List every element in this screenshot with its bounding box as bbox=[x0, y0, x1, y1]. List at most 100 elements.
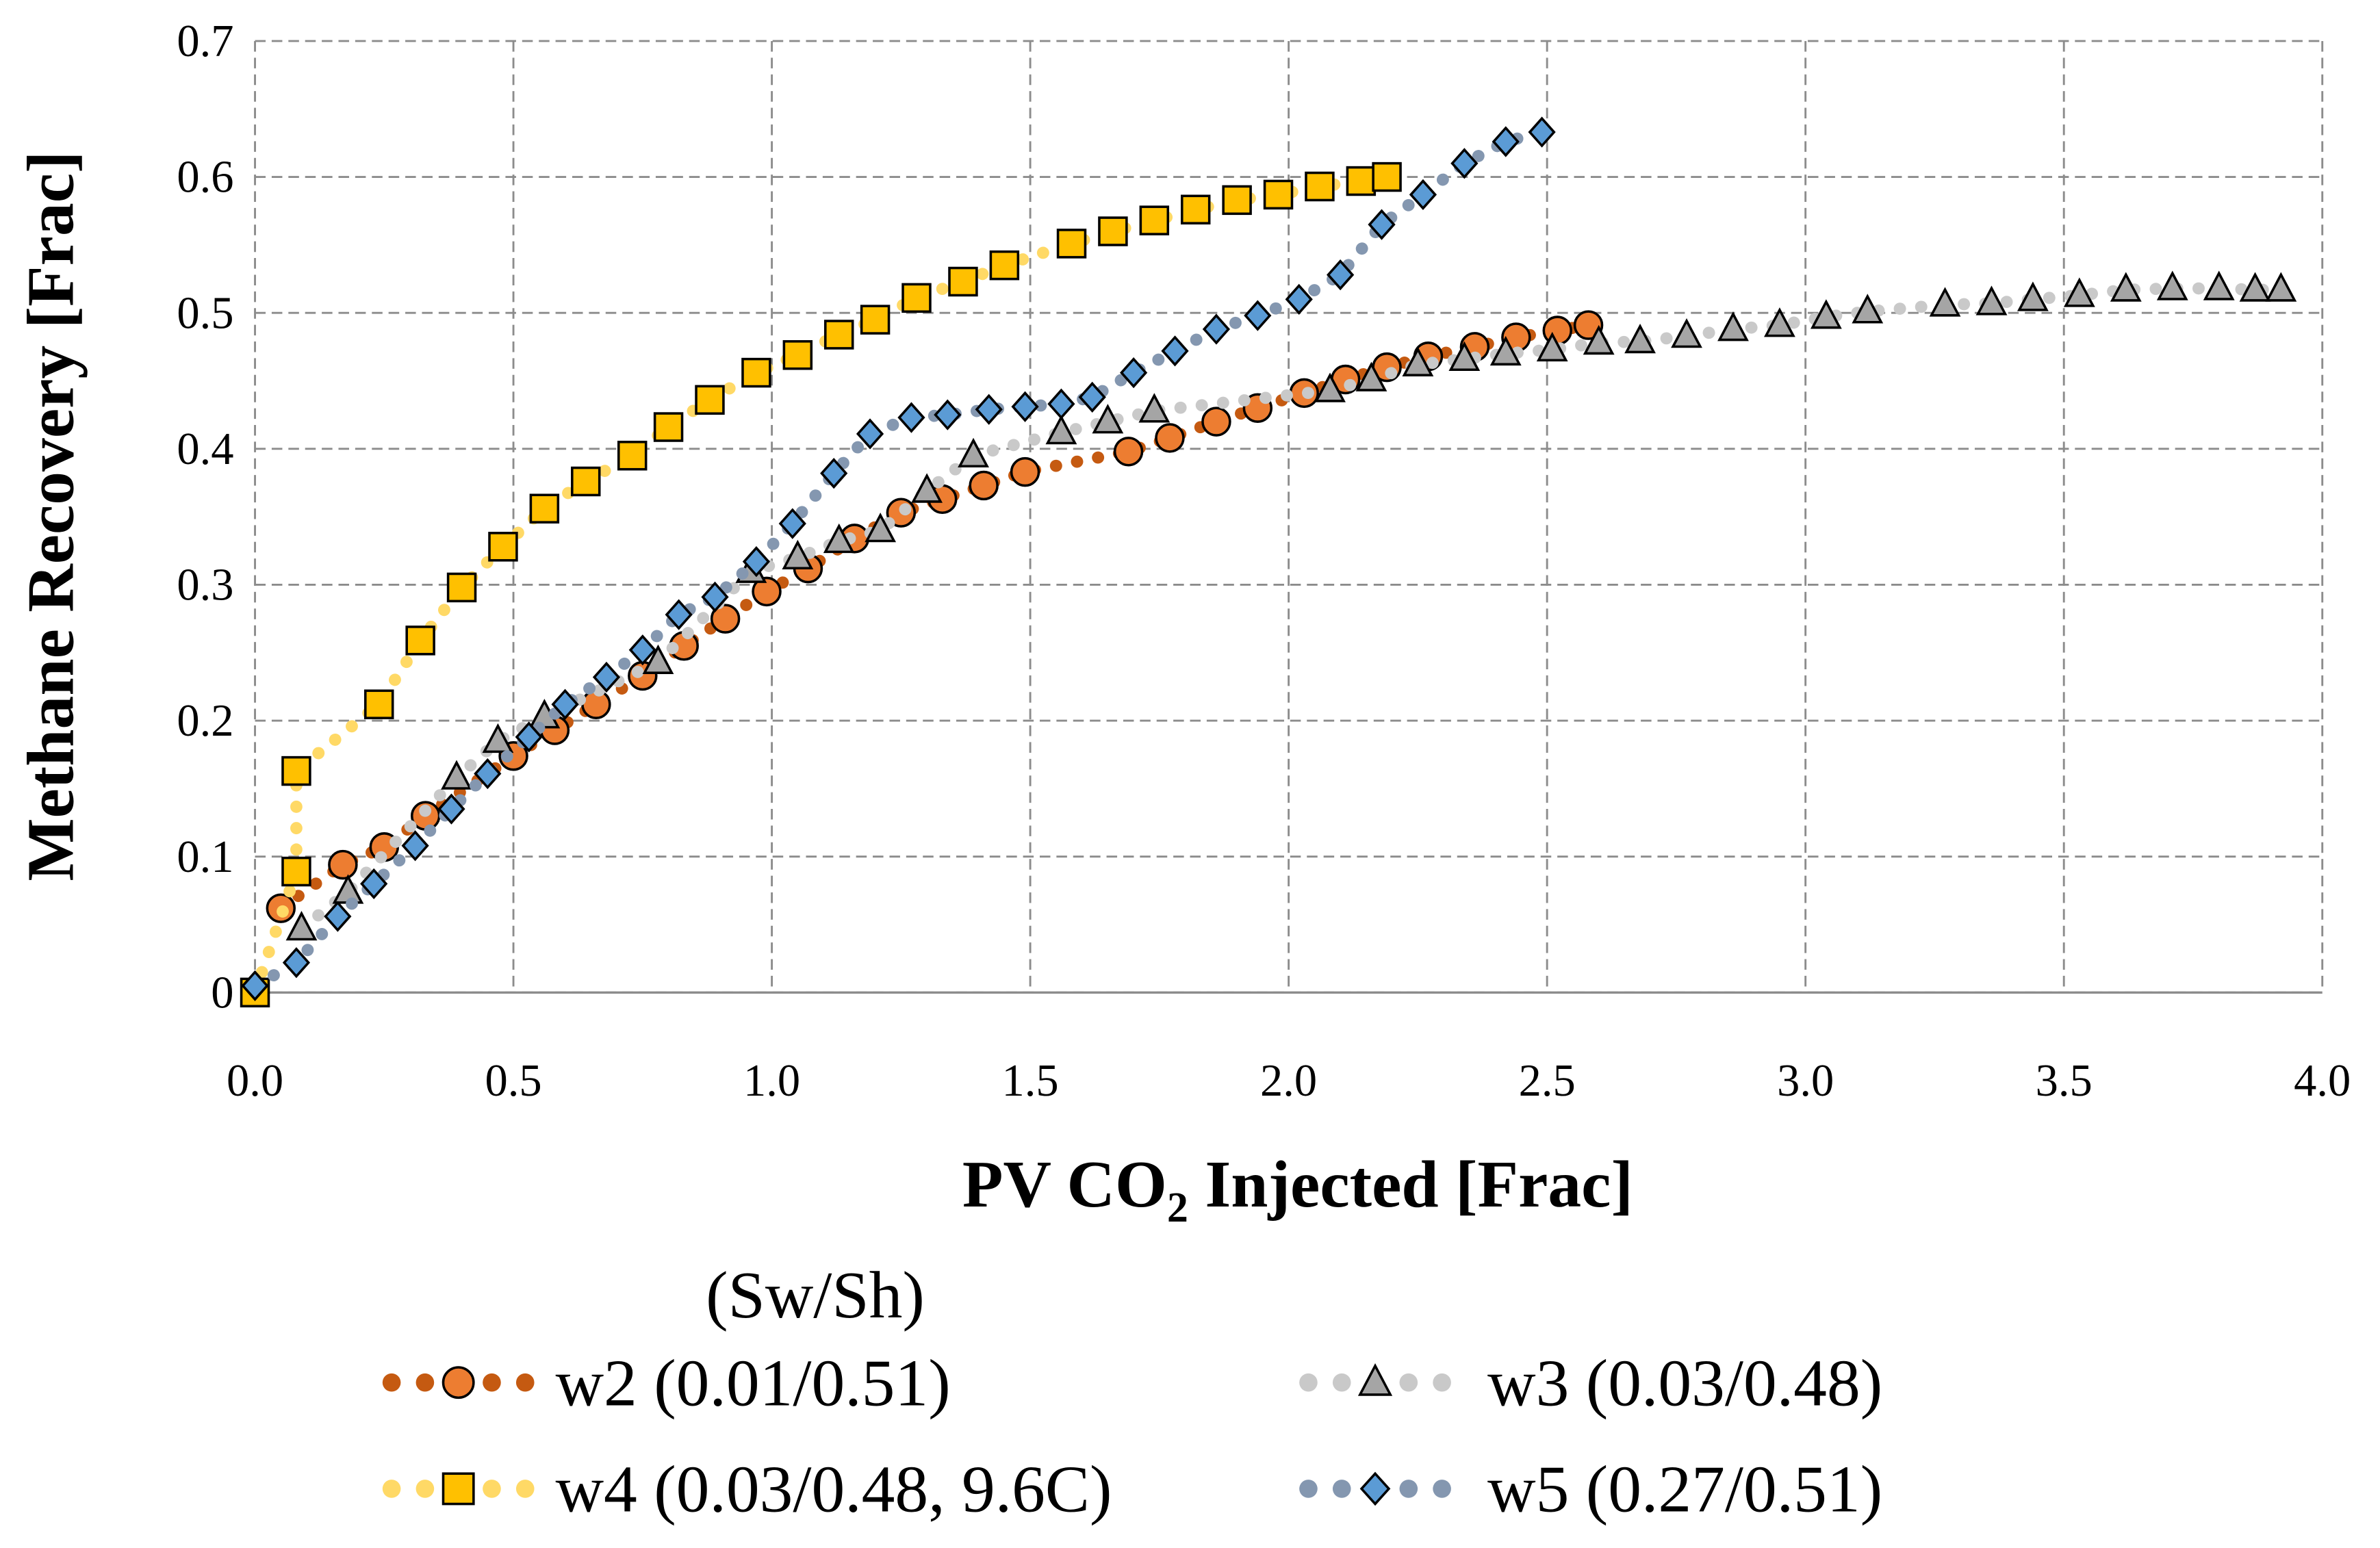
data-point bbox=[1045, 415, 1077, 445]
data-point bbox=[282, 946, 311, 979]
data-point bbox=[1402, 346, 1434, 376]
legend-square-icon bbox=[442, 1472, 475, 1506]
legend-line-dot bbox=[483, 1480, 501, 1498]
legend-line-dot bbox=[1299, 1373, 1318, 1392]
data-point bbox=[823, 523, 855, 554]
data-point bbox=[710, 604, 741, 634]
y-tick-label: 0.1 bbox=[177, 832, 233, 882]
data-point bbox=[934, 399, 962, 430]
data-point bbox=[897, 402, 925, 433]
data-point bbox=[865, 513, 897, 543]
data-point bbox=[742, 546, 771, 578]
data-point bbox=[1450, 148, 1479, 179]
legend-triangle-icon bbox=[1357, 1363, 1393, 1396]
x-tick-label: 3.5 bbox=[2036, 1056, 2093, 1106]
legend-item: w4 (0.03/0.48, 9.6C) bbox=[382, 1453, 1112, 1527]
data-point bbox=[653, 412, 684, 442]
data-point bbox=[752, 576, 782, 607]
data-point bbox=[856, 418, 884, 450]
data-point bbox=[401, 830, 429, 862]
x-tick-label: 0.5 bbox=[485, 1056, 541, 1106]
data-point bbox=[324, 901, 352, 932]
x-tick-label: 2.0 bbox=[1260, 1056, 1317, 1106]
data-point bbox=[1583, 324, 1615, 355]
data-point bbox=[1671, 318, 1702, 348]
series-line bbox=[295, 282, 2288, 935]
legend-line-dot bbox=[1332, 1373, 1351, 1392]
series-line bbox=[248, 126, 1548, 992]
legend-label: w3 (0.03/0.48) bbox=[1487, 1346, 1882, 1420]
data-point bbox=[2239, 272, 2271, 302]
data-point bbox=[1489, 335, 1522, 366]
x-tick-label: 1.0 bbox=[743, 1056, 800, 1106]
data-point bbox=[975, 394, 1003, 425]
data-point bbox=[364, 689, 394, 719]
tick-labels: 0.0 0.5 1.0 1.5 2.0 2.5 3.0 3.5 4.0 0 0.1 0.2 0.3 0.4… bbox=[177, 16, 2351, 1106]
data-point bbox=[328, 849, 358, 880]
data-point bbox=[1448, 341, 1481, 372]
data-point bbox=[2063, 277, 2095, 307]
data-point bbox=[1717, 311, 1749, 341]
legend-label: w2 (0.01/0.51) bbox=[556, 1346, 951, 1420]
data-point bbox=[1327, 259, 1355, 291]
y-tick-label: 0.7 bbox=[177, 16, 233, 66]
data-point bbox=[665, 599, 693, 630]
data-point bbox=[281, 856, 311, 887]
legend-line-dot bbox=[1399, 1373, 1418, 1392]
data-point bbox=[1047, 388, 1075, 420]
legend-label: w5 (0.27/0.51) bbox=[1487, 1453, 1882, 1527]
data-point bbox=[1263, 179, 1294, 210]
series-layer bbox=[240, 116, 2297, 1008]
data-point bbox=[1155, 423, 1185, 453]
y-tick-label: 0.5 bbox=[177, 288, 233, 338]
y-axis-title: Methane Recovery [Frac] bbox=[14, 151, 88, 881]
data-point bbox=[911, 473, 943, 503]
data-point bbox=[782, 340, 813, 370]
y-tick-label: 0.2 bbox=[177, 696, 233, 746]
data-point bbox=[1528, 116, 1556, 148]
data-point bbox=[1305, 171, 1335, 202]
legend-line-dot bbox=[515, 1480, 535, 1498]
data-point bbox=[958, 437, 989, 468]
data-point bbox=[529, 493, 560, 524]
data-point bbox=[989, 250, 1020, 281]
series-w3 bbox=[285, 270, 2297, 941]
legend-line-dot bbox=[483, 1373, 501, 1392]
data-point bbox=[1346, 166, 1377, 196]
legend-item: w5 (0.27/0.51) bbox=[1299, 1453, 1882, 1527]
data-point bbox=[1372, 162, 1402, 192]
legend-line-dot bbox=[1332, 1480, 1351, 1498]
legend-line-dot bbox=[382, 1480, 401, 1498]
series-w2 bbox=[266, 310, 1604, 923]
data-point bbox=[482, 723, 514, 753]
legend-line-dot bbox=[515, 1373, 535, 1392]
series-w4 bbox=[240, 162, 1402, 1008]
data-point bbox=[778, 508, 806, 539]
data-point bbox=[1202, 313, 1231, 345]
data-point bbox=[1161, 335, 1189, 367]
data-point bbox=[1011, 391, 1039, 422]
legend-diamond-icon bbox=[1359, 1471, 1391, 1506]
data-point bbox=[1355, 361, 1387, 391]
data-point bbox=[617, 441, 648, 471]
data-point bbox=[1492, 126, 1520, 157]
data-point bbox=[1120, 357, 1148, 389]
legend-line-dot bbox=[1299, 1480, 1318, 1498]
data-point bbox=[642, 644, 674, 674]
y-tick-label: 0 bbox=[211, 968, 233, 1018]
data-point bbox=[1409, 179, 1437, 211]
data-point bbox=[2017, 281, 2049, 311]
data-point bbox=[592, 661, 621, 693]
data-point bbox=[1536, 331, 1568, 362]
data-point bbox=[1314, 372, 1346, 402]
data-point bbox=[1201, 407, 1231, 437]
x-axis-title: PV CO2 Injected [Frac] bbox=[962, 1148, 1633, 1231]
data-point bbox=[571, 466, 601, 497]
data-point bbox=[695, 385, 725, 415]
data-point bbox=[446, 572, 477, 603]
series-w5 bbox=[241, 116, 1556, 1002]
data-point bbox=[551, 688, 579, 720]
y-tick-label: 0.6 bbox=[177, 153, 233, 203]
data-point bbox=[1098, 216, 1128, 246]
data-point bbox=[1624, 323, 1656, 354]
